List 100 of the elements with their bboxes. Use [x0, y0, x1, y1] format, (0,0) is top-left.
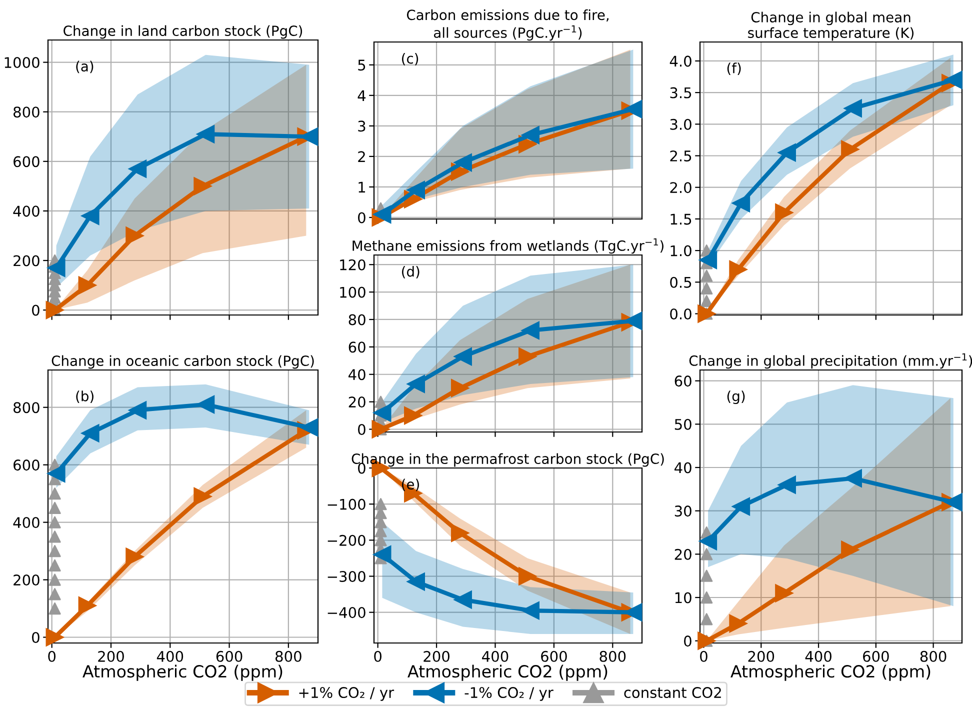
y-tick-label: 400 [13, 206, 40, 217]
point [944, 70, 962, 89]
y-tick-label: 3 [358, 120, 366, 132]
y-tick-label: 0.5 [670, 276, 692, 288]
y-tick-label: −400 [328, 607, 366, 618]
annotation: (b) [76, 390, 94, 403]
point [78, 596, 96, 615]
y-tick-label: 600 [14, 156, 40, 168]
y-tick-label: 200 [14, 255, 40, 266]
point [778, 144, 796, 162]
x-tick-label: 0 [48, 650, 56, 662]
point [775, 204, 794, 222]
y-tick-label: 2.0 [670, 182, 692, 194]
point [373, 404, 392, 422]
point [518, 567, 537, 586]
point [374, 396, 387, 408]
x-tick-label: 600 [216, 650, 242, 662]
x-axis-title: Atmospheric CO2 (ppm) [408, 664, 608, 681]
x-tick-label: 800 [276, 650, 302, 662]
y-tick-label: 0 [684, 636, 692, 647]
point [81, 206, 100, 225]
point [700, 570, 713, 582]
point [196, 395, 215, 414]
point [78, 276, 96, 294]
point [700, 548, 713, 560]
point [46, 628, 64, 646]
annotation: (c) [402, 52, 418, 66]
x-tick-label: 400 [482, 650, 508, 662]
x-tick-label: 400 [805, 650, 832, 662]
x-tick-label: 200 [748, 650, 774, 662]
point [48, 602, 61, 615]
y-tick-label: 120 [340, 259, 366, 270]
y-tick-label: 0.0 [670, 308, 692, 320]
point [521, 126, 540, 144]
y-tick-label: 1.0 [670, 245, 692, 256]
point [521, 321, 540, 340]
y-tick-label: 1 [358, 182, 366, 192]
y-tick-label: −100 [328, 498, 366, 510]
point [48, 559, 61, 572]
point [48, 544, 61, 558]
y-tick-label: 80 [348, 314, 366, 326]
point [698, 632, 716, 650]
y-tick-label: 10 [675, 592, 692, 604]
point [196, 125, 215, 144]
y-tick-label: 1.5 [670, 214, 692, 225]
point [454, 590, 472, 609]
point [944, 493, 962, 512]
point [81, 424, 100, 442]
point [372, 420, 390, 438]
y-tick-label: 200 [14, 574, 40, 586]
y-tick-label: 50 [674, 418, 692, 430]
y-tick-label: 40 [348, 369, 366, 380]
x-tick-label: 600 [863, 650, 889, 662]
y-tick-label: 20 [674, 548, 692, 560]
point [841, 140, 860, 158]
y-tick-label: 20 [348, 396, 366, 408]
y-tick-label: 30 [674, 506, 692, 517]
y-tick-label: 800 [14, 106, 40, 118]
point [700, 270, 713, 282]
point [48, 530, 61, 543]
y-tick-label: 0 [358, 424, 366, 436]
point [48, 588, 61, 600]
point [47, 258, 66, 277]
y-tick-label: 40 [674, 462, 692, 474]
chart-title: Methane emissions from wetlands (TgC.yr$^{−1}$) [352, 238, 664, 254]
point [48, 502, 61, 514]
annotation: (a) [76, 60, 94, 74]
y-tick-label: 0 [358, 212, 366, 224]
point [406, 572, 426, 591]
annotation: (d) [402, 266, 420, 278]
legend-label: -1% CO₂ / yr [464, 687, 554, 701]
point [373, 205, 392, 224]
point [700, 282, 713, 295]
x-tick-label: 0 [374, 650, 382, 662]
point [48, 487, 61, 500]
x-tick-label: 800 [920, 650, 946, 662]
y-tick-label: 100 [340, 286, 366, 298]
point [624, 312, 642, 330]
point [775, 584, 794, 602]
point [844, 99, 862, 118]
annotation: (g) [727, 390, 745, 404]
legend-label: +1% CO₂ / yr [299, 687, 394, 701]
annotation: (f) [727, 62, 741, 75]
point [406, 374, 426, 394]
y-tick-label: 400 [13, 517, 40, 528]
point [373, 546, 392, 564]
point [128, 401, 147, 420]
point [699, 250, 718, 270]
point [194, 177, 212, 196]
point [450, 379, 470, 398]
x-axis-title: Atmospheric CO2 (ppm) [82, 664, 282, 681]
y-tick-label: 600 [14, 460, 40, 471]
y-tick-label: 800 [14, 402, 40, 414]
y-tick-label: 4.0 [670, 56, 692, 67]
y-tick-label: 5 [358, 60, 366, 71]
y-tick-label: 3.5 [670, 87, 692, 98]
point [48, 574, 61, 586]
y-tick-label: 60 [348, 342, 366, 353]
y-tick-label: −200 [328, 534, 366, 546]
y-tick-label: 0 [32, 304, 40, 316]
